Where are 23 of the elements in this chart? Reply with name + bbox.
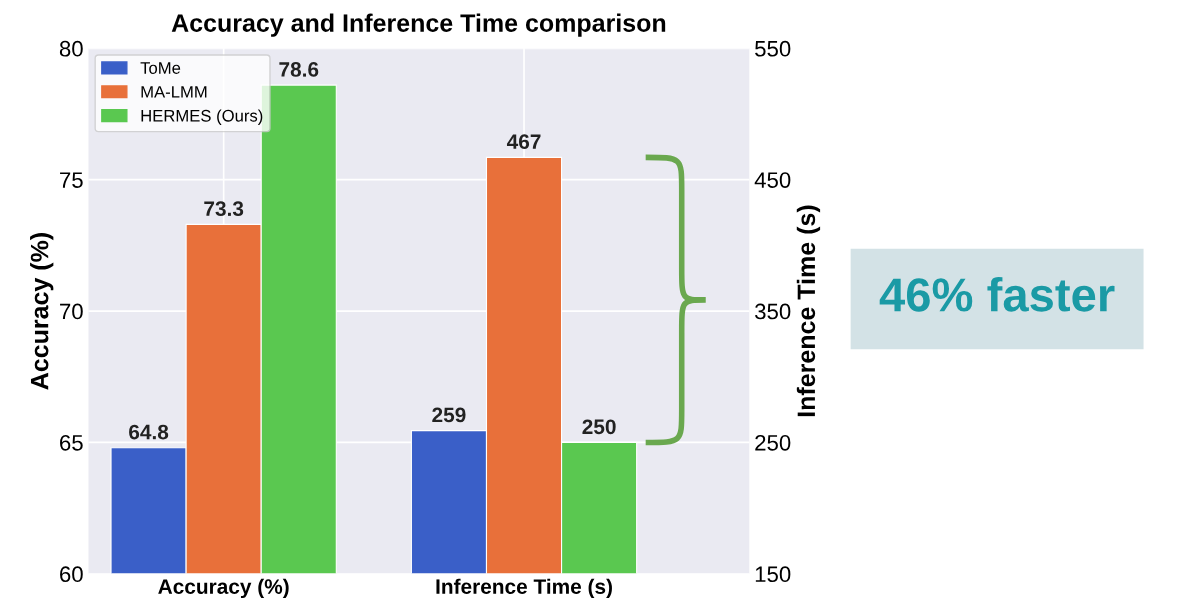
y2-tick-label: 350 — [755, 303, 791, 320]
legend-label: MA-LMM — [141, 86, 207, 98]
data-label: 259 — [432, 407, 466, 423]
text: 46% faster — [879, 276, 1115, 312]
y2-tick-label: 550 — [755, 40, 791, 57]
y-tick-label: 60 — [60, 566, 83, 583]
data-label: 73.3 — [204, 201, 244, 217]
data-label: 467 — [506, 134, 541, 150]
y-tick-label: 75 — [60, 172, 83, 188]
data-label: 250 — [582, 419, 616, 435]
y2-tick-label: 150 — [755, 566, 791, 583]
data-label: 78.6 — [279, 62, 319, 77]
y-axis-title: Accuracy (%) — [30, 233, 54, 390]
y2-tick-label: 450 — [754, 172, 791, 188]
y-tick-label: 70 — [60, 303, 83, 320]
legend-label: HERMES (Ours) — [141, 109, 263, 125]
y-tick-label: 80 — [59, 40, 83, 57]
y2-axis-title: Inference Time (s) — [796, 205, 821, 417]
y2-tick-label: 250 — [755, 434, 791, 451]
data-label: 64.8 — [129, 424, 169, 440]
chart-title: Accuracy and Inference Time comparison — [171, 13, 666, 37]
y-tick-label: 65 — [60, 434, 83, 451]
legend-label: ToMe — [140, 62, 181, 74]
